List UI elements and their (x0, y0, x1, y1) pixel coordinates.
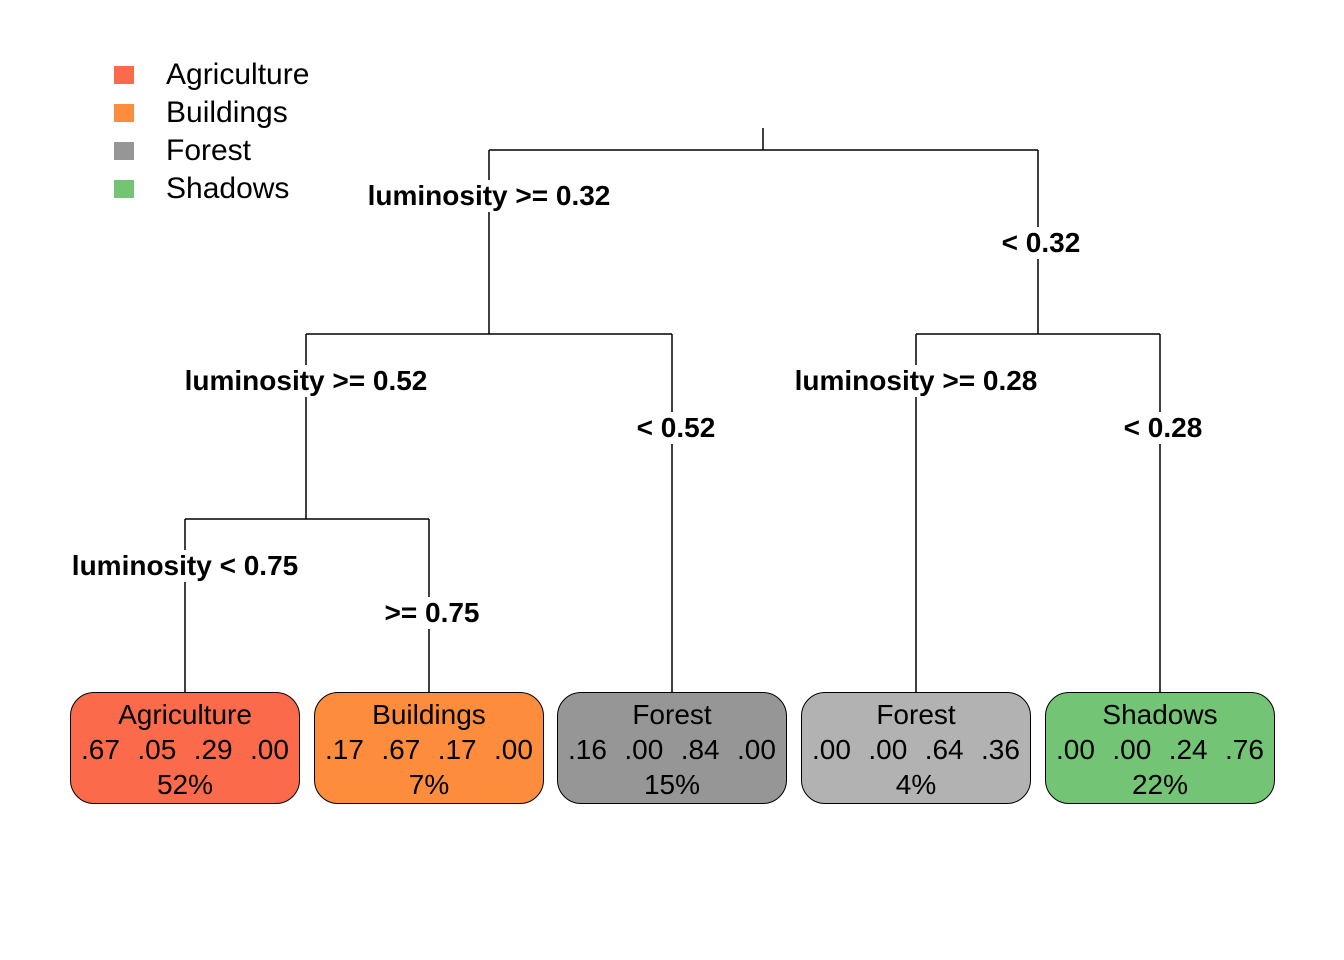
leaf-probabilities: .16 .00 .84 .00 (558, 732, 786, 767)
legend-swatch (114, 180, 134, 198)
leaf-prob: .67 (81, 734, 120, 765)
leaf-class: Shadows (1102, 699, 1218, 730)
split-label-root-right: < 0.32 (999, 227, 1083, 259)
legend-swatch (114, 66, 134, 84)
leaf-node-buildings: Buildings .17 .67 .17 .00 7% (314, 692, 544, 804)
leaf-probabilities: .67 .05 .29 .00 (71, 732, 299, 767)
leaf-prob: .00 (737, 734, 776, 765)
leaf-percent: 7% (408, 769, 450, 800)
legend-label: Forest (166, 134, 252, 167)
leaf-prob: .29 (193, 734, 233, 765)
leaf-probabilities: .17 .67 .17 .00 (315, 732, 543, 767)
leaf-percent: 52% (156, 769, 214, 800)
leaf-percent: 15% (643, 769, 701, 800)
branch-root (488, 128, 1039, 334)
leaf-prob: .00 (624, 734, 664, 765)
leaf-prob: .05 (137, 734, 177, 765)
leaf-node-agriculture: Agriculture .67 .05 .29 .00 52% (70, 692, 300, 804)
leaf-prob: .00 (868, 734, 908, 765)
leaf-prob: .84 (680, 734, 720, 765)
leaf-prob: .36 (981, 734, 1020, 765)
leaf-prob: .16 (568, 734, 607, 765)
leaf-class: Buildings (372, 699, 486, 730)
split-label-n3-right: < 0.28 (1121, 412, 1205, 444)
legend-label: Shadows (166, 172, 290, 205)
leaf-percent: 4% (895, 769, 937, 800)
split-label-n2-right: < 0.52 (634, 412, 718, 444)
split-label-n4-left: luminosity < 0.75 (69, 550, 301, 582)
legend-item-agriculture: Agriculture (114, 56, 309, 94)
split-label-n3-left: luminosity >= 0.28 (792, 365, 1040, 397)
split-label-root-left: luminosity >= 0.32 (365, 180, 613, 212)
leaf-node-forest-1: Forest .16 .00 .84 .00 15% (557, 692, 787, 804)
leaf-prob: .00 (494, 734, 533, 765)
leaf-prob: .76 (1225, 734, 1264, 765)
leaf-prob: .00 (250, 734, 289, 765)
leaf-prob: .17 (437, 734, 477, 765)
leaf-prob: .00 (812, 734, 851, 765)
leaf-prob: .67 (381, 734, 421, 765)
leaf-prob: .00 (1056, 734, 1095, 765)
leaf-probabilities: .00 .00 .64 .36 (802, 732, 1030, 767)
legend-item-forest: Forest (114, 132, 309, 170)
leaf-node-shadows: Shadows .00 .00 .24 .76 22% (1045, 692, 1275, 804)
leaf-node-forest-2: Forest .00 .00 .64 .36 4% (801, 692, 1031, 804)
legend-label: Agriculture (166, 58, 310, 91)
leaf-percent: 22% (1131, 769, 1189, 800)
legend-item-shadows: Shadows (114, 170, 309, 208)
leaf-class: Forest (632, 699, 712, 730)
split-label-n2-left: luminosity >= 0.52 (182, 365, 430, 397)
legend-swatch (114, 104, 134, 122)
legend-label: Buildings (166, 96, 288, 129)
leaf-prob: .64 (924, 734, 964, 765)
leaf-prob: .17 (325, 734, 364, 765)
leaf-prob: .24 (1168, 734, 1208, 765)
branch-node-left (305, 333, 673, 692)
leaf-probabilities: .00 .00 .24 .76 (1046, 732, 1274, 767)
legend-item-buildings: Buildings (114, 94, 309, 132)
legend: Agriculture Buildings Forest Shadows (114, 56, 309, 208)
leaf-prob: .00 (1112, 734, 1152, 765)
split-label-n4-right: >= 0.75 (382, 597, 482, 629)
leaf-class: Agriculture (118, 699, 252, 730)
leaf-class: Forest (876, 699, 956, 730)
legend-swatch (114, 142, 134, 160)
